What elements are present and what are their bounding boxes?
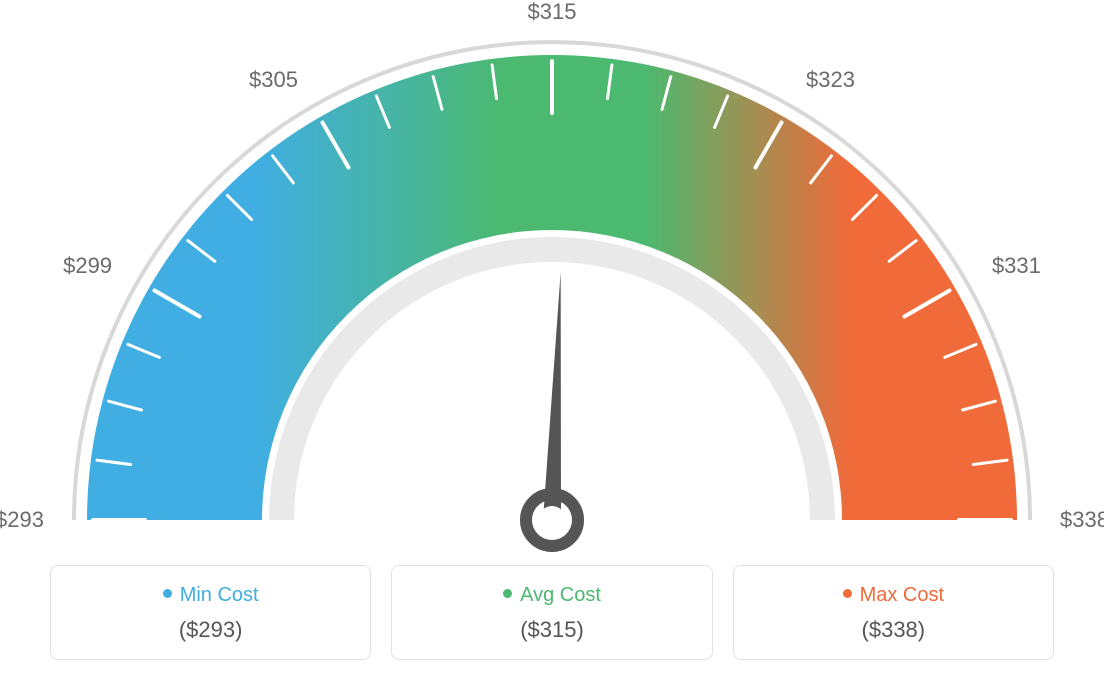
gauge-tick-label: $323: [806, 67, 855, 92]
legend-row: Min Cost ($293) Avg Cost ($315) Max Cost…: [50, 565, 1054, 660]
legend-min-label: Min Cost: [180, 584, 259, 606]
gauge-tick-label: $315: [528, 0, 577, 24]
gauge-tick-label: $293: [0, 507, 44, 532]
gauge-tick-label: $299: [63, 253, 112, 278]
legend-min-value: ($293): [63, 617, 358, 643]
legend-avg-value: ($315): [404, 617, 699, 643]
legend-card-avg: Avg Cost ($315): [391, 565, 712, 660]
cost-gauge-chart: $293 $299 $305 $315 $323 $331 $338 Min Cost ($…: [0, 0, 1104, 690]
gauge-svg: $293 $299 $305 $315 $323 $331 $338: [0, 0, 1104, 560]
legend-card-min: Min Cost ($293): [50, 565, 371, 660]
legend-min-title: Min Cost: [63, 584, 358, 607]
gauge-tick-label: $338: [1060, 507, 1104, 532]
legend-dot-max: [843, 589, 852, 598]
legend-avg-label: Avg Cost: [520, 584, 601, 606]
legend-max-title: Max Cost: [746, 584, 1041, 607]
legend-max-value: ($338): [746, 617, 1041, 643]
legend-dot-min: [163, 589, 172, 598]
gauge-tick-label: $305: [249, 67, 298, 92]
legend-max-label: Max Cost: [860, 584, 944, 606]
gauge-tick-label: $331: [992, 253, 1041, 278]
legend-card-max: Max Cost ($338): [733, 565, 1054, 660]
legend-avg-title: Avg Cost: [404, 584, 699, 607]
legend-dot-avg: [503, 589, 512, 598]
